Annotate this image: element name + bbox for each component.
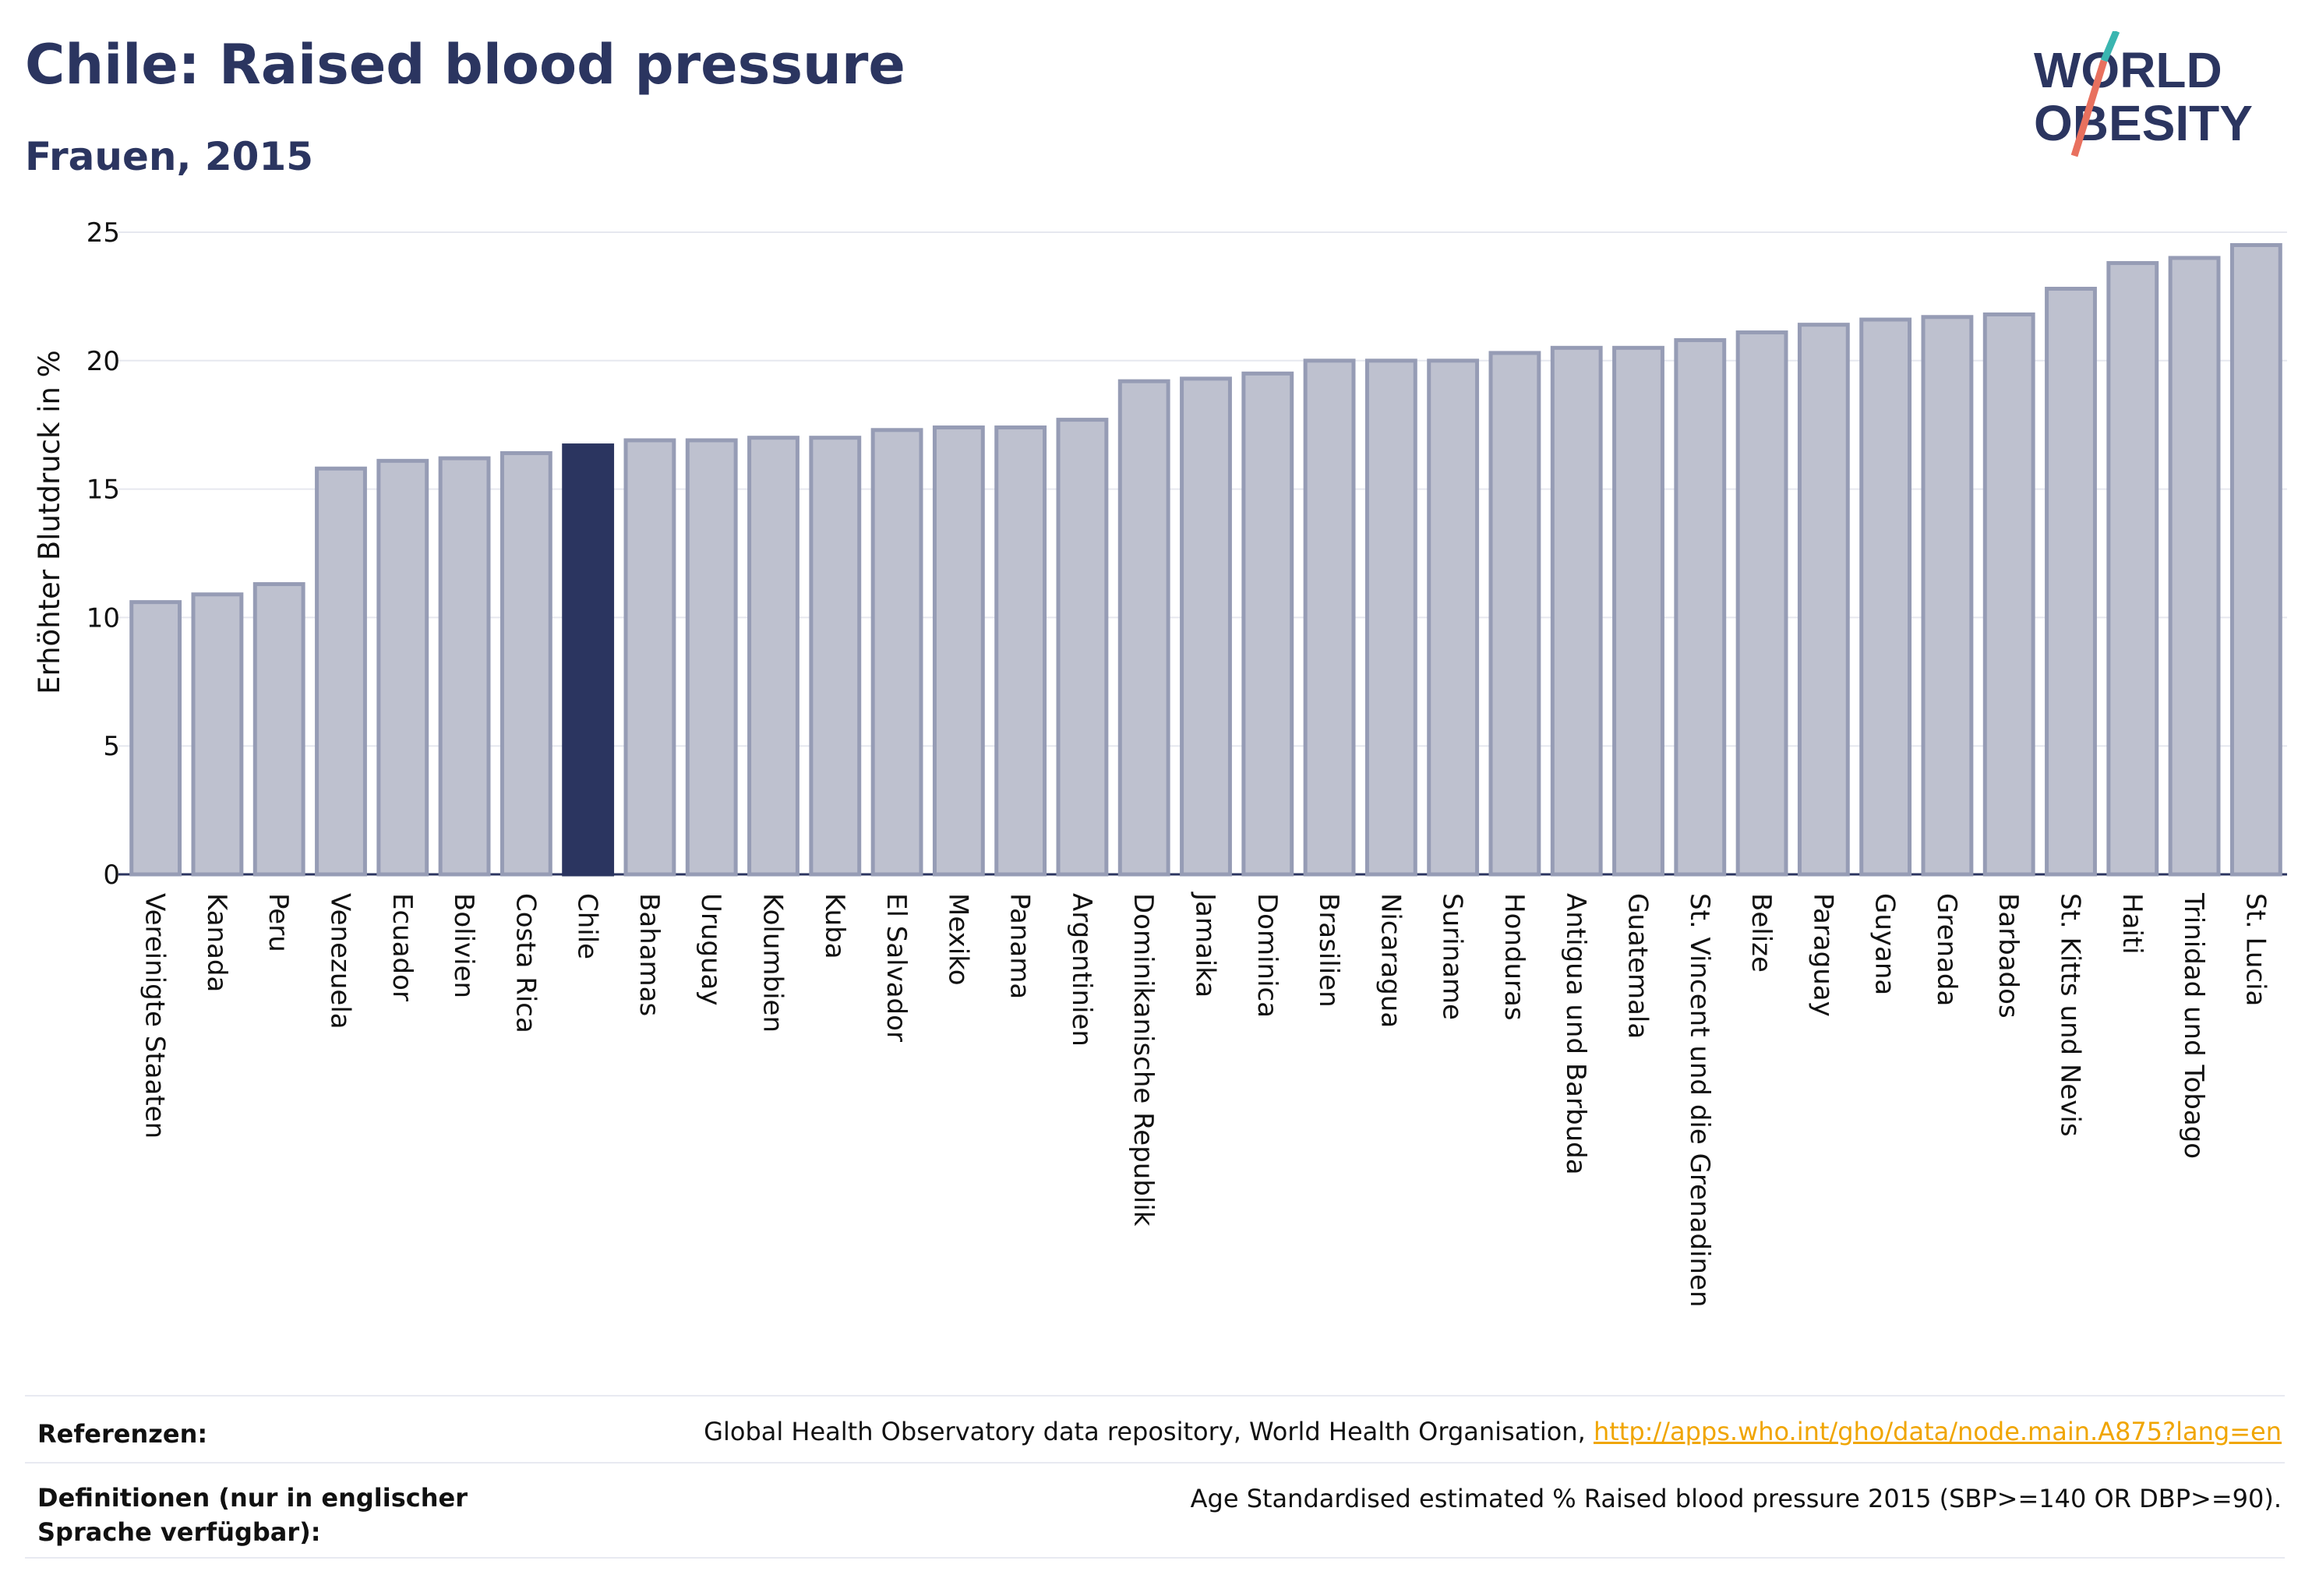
logo-slash-top — [2100, 31, 2120, 62]
logo-text-obesity: OBESITY — [2034, 95, 2253, 151]
x-tick-label: Dominikanische Republik — [1128, 893, 1159, 1227]
references-text: Global Health Observatory data repositor… — [704, 1417, 2282, 1446]
definitions-label: Definitionen (nur in englischer Sprache … — [37, 1483, 468, 1547]
references-link[interactable]: http://apps.who.int/gho/data/node.main.A… — [1593, 1417, 2282, 1446]
logo-text-world: WORLD — [2034, 42, 2222, 98]
footer-divider-top — [25, 1395, 2285, 1396]
x-tick-label: Antigua und Barbuda — [1560, 893, 1591, 1175]
footer-divider-middle — [25, 1462, 2285, 1464]
bar-kolumbien — [747, 436, 800, 877]
x-tick-label: Uruguay — [695, 893, 726, 1006]
bar-bolivien — [438, 456, 491, 877]
y-tick-label: 0 — [103, 860, 120, 891]
bar-st-kitts-und-nevis — [2045, 287, 2097, 877]
definitions-text: Age Standardised estimated % Raised bloo… — [1190, 1484, 2282, 1513]
bar-trinidad-und-tobago — [2168, 256, 2221, 877]
bar-haiti — [2106, 261, 2159, 877]
bar-peru — [252, 582, 305, 877]
x-tick-label: Honduras — [1498, 893, 1530, 1021]
x-tick-label: Ecuador — [387, 893, 418, 1001]
y-axis-label: Erhöhter Blutdruck in % — [33, 350, 66, 694]
x-tick-label: Panama — [1004, 893, 1036, 999]
x-tick-label: St. Vincent und die Grenadinen — [1684, 893, 1715, 1308]
y-tick-label: 20 — [86, 346, 120, 377]
x-tick-label: St. Lucia — [2240, 893, 2271, 1006]
bar-ecuador — [376, 458, 429, 877]
references-label: Referenzen: — [37, 1419, 208, 1449]
bar-paraguay — [1797, 323, 1850, 877]
x-tick-label: Haiti — [2116, 893, 2148, 955]
bar-chart: 0 5 10 15 20 25 Vereinigte Staaten Kanada Peru V… — [33, 217, 2287, 1308]
x-tick-label: Suriname — [1437, 893, 1468, 1020]
bar-venezuela — [315, 466, 367, 877]
bar-el-salvador — [870, 428, 923, 877]
x-tick-label: Kuba — [819, 893, 850, 959]
x-tick-label: Costa Rica — [510, 893, 541, 1033]
references-source: Global Health Observatory data repositor… — [704, 1417, 1586, 1446]
bar-dominica — [1241, 371, 1294, 877]
bar-jamaika — [1180, 376, 1232, 877]
bar-st-lucia — [2229, 242, 2282, 877]
bar-brasilien — [1303, 358, 1356, 877]
logo-slash — [2070, 59, 2108, 157]
bar-uruguay — [685, 438, 738, 877]
footer-divider-bottom — [25, 1557, 2285, 1559]
x-tick-label: Kanada — [201, 893, 232, 992]
bar-honduras — [1488, 351, 1541, 877]
bar-mexiko — [932, 425, 985, 877]
bar-suriname — [1427, 358, 1480, 877]
x-tick-label: Bahamas — [634, 893, 665, 1016]
x-tick-label: Brasilien — [1313, 893, 1344, 1008]
bar-bahamas — [623, 438, 676, 877]
x-tick-label: Peru — [263, 893, 294, 952]
chart-title: Chile: Raised blood pressure — [25, 33, 905, 97]
x-tick-label: Venezuela — [325, 893, 356, 1029]
bar-kanada — [191, 592, 244, 877]
y-tick-label: 10 — [86, 602, 120, 634]
bar-st-vincent-und-die-grenadinen — [1674, 337, 1727, 877]
x-tick-label: Grenada — [1931, 893, 1962, 1006]
y-tick-label: 5 — [103, 731, 120, 762]
bar-argentinien — [1056, 418, 1109, 877]
x-tick-label: Chile — [572, 893, 603, 959]
x-tick-label: Guyana — [1869, 893, 1901, 995]
x-tick-label: Belize — [1746, 893, 1777, 973]
bar-kuba — [809, 436, 862, 877]
x-tick-label: Guatemala — [1622, 893, 1654, 1039]
y-tick-label: 15 — [86, 475, 120, 506]
x-tick-label: Trinidad und Tobago — [2178, 892, 2209, 1159]
bar-belize — [1735, 330, 1788, 877]
bar-chile — [562, 443, 615, 877]
x-tick-label: Kolumbien — [757, 893, 789, 1033]
x-tick-label: Mexiko — [942, 893, 973, 986]
x-tick-label: Barbados — [1993, 893, 2024, 1019]
x-tick-label: Dominica — [1251, 893, 1283, 1018]
bar-barbados — [1982, 312, 2035, 877]
bar-antigua-und-barbuda — [1550, 345, 1603, 877]
bar-vereinigte-staaten — [129, 600, 182, 877]
bar-grenada — [1921, 315, 1974, 877]
x-tick-label: El Salvador — [881, 893, 912, 1042]
bar-dominikanische-republik — [1117, 379, 1170, 877]
bar-nicaragua — [1364, 358, 1417, 877]
world-obesity-logo: WORLD OBESITY — [2034, 31, 2253, 157]
bar-costa-rica — [499, 450, 552, 877]
bar-panama — [994, 425, 1047, 877]
x-tick-label: Nicaragua — [1375, 893, 1406, 1028]
x-tick-label: St. Kitts und Nevis — [2055, 893, 2086, 1137]
x-tick-label: Argentinien — [1066, 893, 1097, 1047]
x-tick-label: Jamaika — [1190, 892, 1221, 998]
bar-guatemala — [1612, 345, 1664, 877]
chart-subtitle: Frauen, 2015 — [25, 134, 314, 179]
x-tick-label: Vereinigte Staaten — [139, 893, 171, 1139]
bar-guyana — [1859, 317, 1912, 877]
x-tick-label: Paraguay — [1807, 893, 1838, 1017]
y-tick-label: 25 — [86, 217, 120, 249]
x-tick-label: Bolivien — [448, 893, 479, 998]
